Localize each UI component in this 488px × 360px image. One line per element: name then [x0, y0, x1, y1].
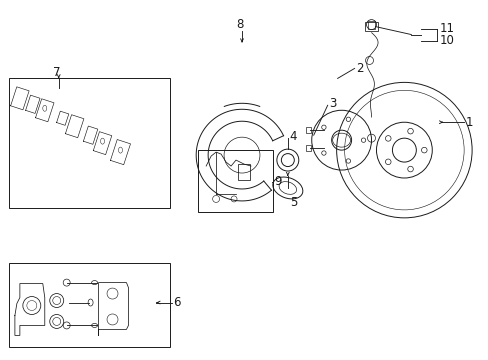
Bar [198, 150, 272, 212]
Bar [364, 22, 378, 31]
Text: 8: 8 [236, 18, 243, 31]
Text: 7: 7 [53, 66, 61, 79]
Text: 5: 5 [289, 197, 297, 210]
Bar [367, 21, 375, 28]
Bar [305, 145, 310, 151]
Text: 9: 9 [273, 175, 281, 189]
Text: 3: 3 [328, 97, 335, 110]
Bar [9, 78, 170, 208]
Bar [238, 164, 249, 180]
Text: 11: 11 [438, 22, 453, 35]
Text: 10: 10 [438, 34, 453, 47]
Text: 6: 6 [173, 296, 181, 309]
Bar [305, 127, 310, 133]
Text: 4: 4 [289, 130, 297, 143]
Text: 2: 2 [356, 62, 364, 75]
Text: 1: 1 [465, 116, 473, 129]
Bar [9, 263, 170, 347]
